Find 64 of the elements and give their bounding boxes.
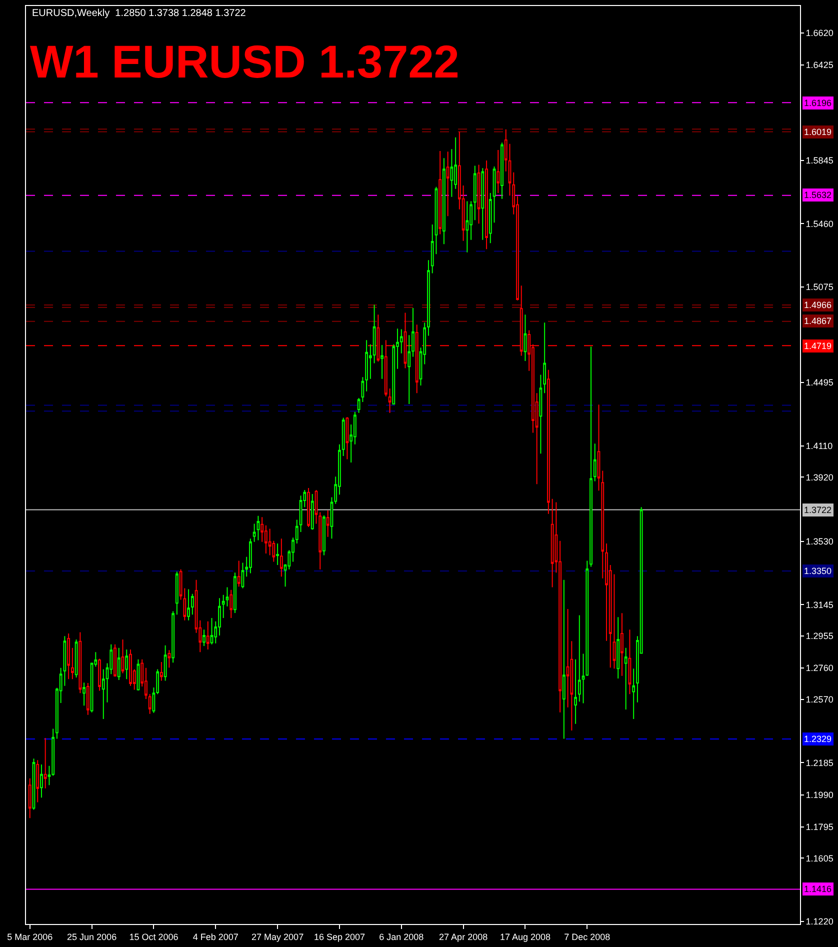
x-tick-label: 27 Apr 2008	[439, 932, 488, 942]
y-tick-label: 1.5845	[806, 156, 834, 166]
x-tick-label: 5 Mar 2006	[7, 932, 53, 942]
y-tick-label: 1.2185	[806, 758, 834, 768]
candlestick	[473, 165, 476, 221]
y-tick-label: 1.4110	[806, 441, 833, 452]
candlestick	[620, 612, 624, 676]
y-tick-label: 1.1605	[806, 853, 834, 864]
ref-line-label: 1.1416	[804, 884, 832, 894]
candlestick	[249, 538, 252, 574]
ref-line-label: 1.4867	[804, 316, 832, 326]
ref-line-label: 1.3350	[804, 566, 832, 576]
y-tick-label: 1.5075	[806, 282, 834, 292]
y-tick-label: 1.3145	[806, 600, 834, 610]
x-tick-label: 6 Jan 2008	[379, 932, 424, 942]
candlestick	[346, 416, 349, 460]
ref-line-label: 1.2329	[804, 734, 832, 744]
candlestick	[164, 644, 167, 682]
y-tick-label: 1.1990	[806, 790, 834, 800]
candlestick	[241, 562, 244, 589]
x-tick-label: 27 May 2007	[252, 932, 304, 942]
text: W1 EURUSD 1.3722	[30, 36, 460, 88]
candlestick	[114, 644, 116, 678]
candlestick	[485, 160, 488, 250]
chart-subtitle: EURUSD,Weekly 1.2850 1.3738 1.2848 1.3722	[32, 8, 246, 19]
candlestick	[175, 571, 178, 616]
candlestick	[590, 346, 592, 568]
x-tick-label: 25 Jun 2006	[67, 932, 117, 942]
x-tick-label: 4 Feb 2007	[192, 932, 238, 942]
ref-line-label: 1.3722	[804, 505, 832, 515]
y-tick-label: 1.3530	[806, 536, 834, 547]
x-tick-label: 17 Aug 2008	[500, 932, 551, 942]
candlestick	[187, 588, 190, 621]
y-tick-label: 1.1795	[806, 822, 834, 832]
ref-line-label: 1.6019	[804, 127, 832, 137]
candlestick	[550, 498, 554, 588]
y-tick-label: 1.2570	[806, 694, 834, 704]
x-tick-label: 7 Dec 2008	[564, 932, 610, 942]
candlestick	[342, 417, 345, 456]
ref-line-label: 1.6196	[804, 98, 832, 108]
y-tick-label: 1.6425	[806, 60, 834, 70]
ref-line-label: 1.4719	[804, 341, 832, 351]
candlestick	[632, 668, 636, 720]
candlestick	[365, 340, 368, 392]
candlestick	[574, 658, 577, 724]
ref-line-label: 1.5632	[804, 190, 832, 200]
x-tick-label: 15 Oct 2006	[129, 932, 178, 942]
candlestick	[206, 620, 210, 650]
y-tick-label: 1.4495	[806, 378, 834, 388]
y-tick-label: 1.2760	[806, 663, 834, 674]
y-tick-label: 1.2955	[806, 631, 834, 642]
candlestick	[330, 496, 334, 540]
candlestick	[307, 488, 310, 528]
candlestick	[129, 648, 132, 686]
candlestick	[427, 260, 430, 336]
candlestick	[172, 610, 175, 664]
ref-line-label: 1.4966	[804, 300, 832, 310]
y-tick-label: 1.3920	[806, 472, 834, 482]
y-tick-label: 1.5460	[806, 218, 834, 229]
x-tick-label: 16 Sep 2007	[314, 932, 365, 942]
candlestick	[256, 515, 260, 541]
y-tick-label: 1.1220	[806, 916, 834, 927]
candlestick	[578, 614, 581, 702]
y-tick-label: 1.6620	[806, 28, 834, 38]
